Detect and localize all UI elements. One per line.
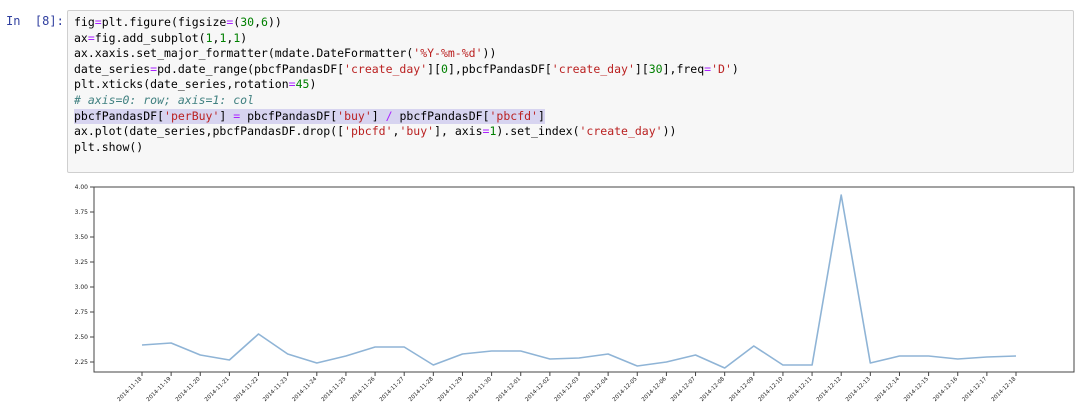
code-line: fig=plt.figure(figsize=(30,6))	[74, 15, 739, 31]
x-tick-label: 2014-12-01	[495, 376, 522, 403]
y-tick-label: 2.25	[75, 359, 89, 366]
x-tick-label: 2014-11-19	[146, 376, 173, 403]
plot-frame	[93, 186, 1075, 373]
code-line: pbcfPandasDF['perBuy'] = pbcfPandasDF['b…	[74, 108, 739, 125]
code-text: # axis=0: row; axis=1: col	[74, 92, 255, 107]
x-tick-label: 2014-12-18	[991, 376, 1018, 403]
x-tick-label: 2014-11-25	[320, 376, 347, 403]
code-text: fig=plt.figure(figsize=(30,6))	[74, 15, 282, 29]
code-cell[interactable]: fig=plt.figure(figsize=(30,6)) ax=fig.add…	[67, 10, 1074, 173]
x-tick-label: 2014-11-18	[117, 376, 144, 403]
code-text: pbcfPandasDF['perBuy'] = pbcfPandasDF['b…	[74, 108, 545, 125]
x-tick-label: 2014-11-24	[291, 376, 318, 403]
code-text: ax.plot(date_series,pbcfPandasDF.drop(['…	[74, 124, 677, 139]
x-tick-label: 2014-12-09	[728, 376, 755, 403]
x-tick-label: 2014-12-14	[874, 376, 901, 403]
y-tick-label: 2.75	[75, 309, 89, 316]
y-tick-label: 3.00	[75, 284, 89, 291]
code-line: plt.show()	[74, 140, 739, 156]
x-tick-label: 2014-12-07	[670, 376, 697, 403]
cell-prompt: In [8]:	[6, 14, 64, 28]
x-tick-label: 2014-11-21	[204, 376, 231, 403]
code-text: plt.xticks(date_series,rotation=45)	[74, 77, 317, 92]
x-tick-label: 2014-12-16	[932, 376, 959, 403]
code-line: ax.xaxis.set_major_formatter(mdate.DateF…	[74, 46, 739, 62]
code-line: ax=fig.add_subplot(1,1,1)	[74, 31, 739, 47]
x-tick-label: 2014-12-02	[524, 376, 551, 403]
x-tick-label: 2014-11-28	[408, 376, 435, 403]
x-tick-label: 2014-11-29	[437, 376, 464, 403]
x-tick-label: 2014-12-08	[699, 376, 726, 403]
x-tick-label: 2014-11-26	[350, 376, 377, 403]
y-tick-label: 4.00	[75, 184, 89, 191]
x-tick-label: 2014-11-20	[175, 376, 202, 403]
code-text: plt.show()	[74, 139, 144, 154]
x-tick-label: 2014-12-13	[845, 376, 872, 403]
x-tick-label: 2014-12-11	[787, 376, 814, 403]
series-line	[141, 194, 1017, 369]
code-text: date_series=pd.date_range(pbcfPandasDF['…	[74, 61, 739, 76]
x-tick-label: 2014-11-22	[233, 376, 260, 403]
code-text: ax.xaxis.set_major_formatter(mdate.DateF…	[74, 46, 497, 61]
code-line: ax.plot(date_series,pbcfPandasDF.drop(['…	[74, 124, 739, 140]
x-tick-label: 2014-11-23	[262, 376, 289, 403]
x-tick-label: 2014-12-06	[641, 376, 668, 403]
x-tick-label: 2014-11-30	[466, 376, 493, 403]
code-text: ax=fig.add_subplot(1,1,1)	[74, 30, 248, 45]
x-tick-label: 2014-12-12	[816, 376, 843, 403]
x-tick-label: 2014-12-15	[903, 376, 930, 403]
x-tick-label: 2014-11-27	[379, 376, 406, 403]
x-tick-label: 2014-12-17	[961, 376, 988, 403]
code-line: date_series=pd.date_range(pbcfPandasDF['…	[74, 62, 739, 78]
y-tick-label: 3.75	[75, 209, 89, 216]
y-tick-label: 3.25	[75, 259, 89, 266]
code-editor[interactable]: fig=plt.figure(figsize=(30,6)) ax=fig.add…	[74, 15, 739, 155]
code-line: plt.xticks(date_series,rotation=45)	[74, 77, 739, 93]
x-tick-label: 2014-12-03	[554, 376, 581, 403]
x-tick-label: 2014-12-05	[612, 376, 639, 403]
y-tick-label: 3.50	[75, 234, 89, 241]
x-tick-label: 2014-12-10	[757, 376, 784, 403]
x-tick-label: 2014-12-04	[583, 376, 610, 403]
y-tick-label: 2.50	[75, 334, 89, 341]
code-line: # axis=0: row; axis=1: col	[74, 93, 739, 109]
